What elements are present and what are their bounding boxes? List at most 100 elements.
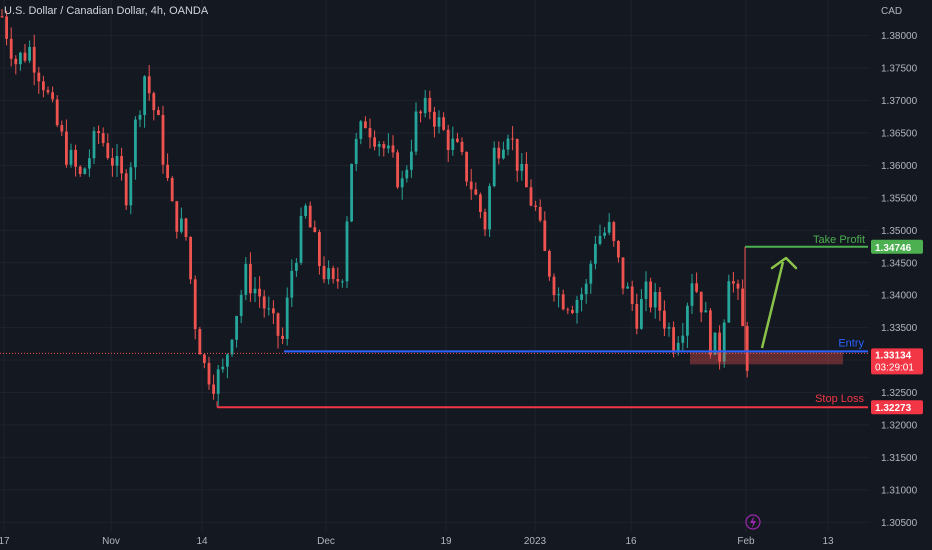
candle-body — [704, 310, 708, 313]
candle-body — [492, 147, 496, 187]
candle-body — [653, 291, 657, 308]
price-tick: 1.35000 — [881, 226, 918, 237]
candle-body — [285, 297, 289, 340]
stop-loss-price: 1.32273 — [875, 403, 912, 414]
candle-body — [221, 366, 225, 370]
candle-body — [649, 281, 652, 308]
candle-body — [410, 151, 413, 170]
candle-body — [60, 125, 64, 132]
candle-body — [548, 250, 551, 277]
candle-body — [350, 163, 353, 222]
candle-body — [741, 288, 744, 327]
symbol-title[interactable]: U.S. Dollar / Canadian Dollar, 4h, OANDA — [4, 5, 209, 17]
candle-body — [695, 283, 698, 292]
candle-body — [557, 294, 560, 296]
current-price-tag: 1.33134 03:29:01 — [871, 348, 923, 375]
candle-body — [345, 221, 349, 282]
time-tick: Nov — [102, 536, 120, 547]
price-tick: 1.34000 — [881, 291, 918, 302]
candle-body — [681, 335, 685, 343]
candle-body — [267, 308, 271, 310]
candle-body — [469, 181, 473, 190]
time-axis[interactable]: 17 Nov 14 Dec 19 2023 16 Feb 13 — [0, 536, 834, 547]
time-tick: 13 — [822, 536, 834, 547]
candle-body — [589, 263, 593, 284]
price-tick: 1.30500 — [881, 518, 918, 529]
price-tick: 1.36000 — [881, 161, 918, 172]
candle-body — [147, 76, 151, 94]
candle-body — [373, 137, 376, 147]
candle-body — [295, 262, 298, 271]
candle-body — [699, 291, 703, 313]
candle-body — [55, 99, 59, 126]
time-tick: 16 — [625, 536, 637, 547]
take-profit-tag: 1.34746 — [871, 239, 923, 254]
candle-body — [433, 111, 436, 127]
candle-body — [584, 283, 588, 295]
candle-body — [239, 294, 243, 317]
candle-body — [106, 143, 110, 158]
candle-body — [157, 110, 160, 115]
candle-body — [423, 97, 427, 114]
candle-body — [571, 309, 574, 313]
candle-body — [483, 211, 487, 230]
candle-body — [19, 52, 22, 65]
candle-body — [37, 72, 41, 82]
time-tick: Feb — [737, 536, 755, 547]
candle-body — [0, 16, 4, 18]
candle-body — [396, 152, 399, 188]
candle-body — [644, 281, 648, 300]
candle-body — [111, 157, 114, 166]
take-profit-label: Take Profit — [813, 234, 865, 246]
candle-body — [594, 243, 597, 264]
candle-body — [129, 167, 133, 206]
candle-body — [446, 129, 450, 150]
candle-body — [456, 138, 459, 142]
candle-body — [525, 163, 528, 188]
candle-body — [603, 232, 606, 236]
candle-body — [451, 138, 455, 150]
candle-body — [377, 144, 381, 147]
candle-body — [212, 384, 215, 394]
candle-body — [635, 303, 639, 329]
candle-body — [488, 186, 491, 230]
candle-body — [318, 232, 321, 266]
drawings[interactable]: Take Profit Entry Stop Loss — [0, 234, 870, 409]
candle-body — [313, 227, 317, 233]
entry-zone[interactable] — [690, 352, 843, 365]
candle-body — [428, 97, 432, 112]
candle-body — [387, 145, 390, 149]
price-tick: 1.32500 — [881, 388, 918, 399]
candle-body — [290, 270, 294, 298]
candle-body — [124, 173, 128, 206]
candle-body — [479, 194, 482, 212]
candle-body — [515, 138, 519, 171]
price-tick: 1.38000 — [881, 31, 918, 42]
candle-body — [152, 93, 156, 111]
candle-body — [92, 131, 96, 159]
candle-body — [226, 354, 229, 367]
candle-body — [23, 52, 27, 61]
price-axis[interactable]: CAD 1.38000 1.37500 1.37000 1.36500 1.36000 1… — [871, 6, 923, 529]
stop-loss-tag: 1.32273 — [871, 400, 923, 415]
candle-body — [331, 268, 335, 280]
time-tick: 19 — [440, 536, 452, 547]
candle-body — [88, 158, 91, 169]
candle-body — [359, 121, 363, 139]
candle-body — [42, 81, 45, 91]
candle-body — [189, 236, 192, 280]
candle-body — [253, 288, 257, 294]
candle-body — [663, 310, 666, 329]
current-price: 1.33134 — [875, 350, 912, 361]
candle-body — [83, 168, 87, 174]
candle-body — [640, 299, 643, 329]
bar-countdown: 03:29:01 — [875, 362, 914, 373]
target-arrow[interactable] — [760, 256, 798, 349]
candle-body — [732, 281, 735, 284]
candle-body — [575, 299, 579, 313]
lightning-icon[interactable] — [745, 514, 761, 530]
candle-body — [626, 286, 629, 289]
candle-body — [46, 90, 50, 93]
candle-body — [193, 279, 197, 330]
